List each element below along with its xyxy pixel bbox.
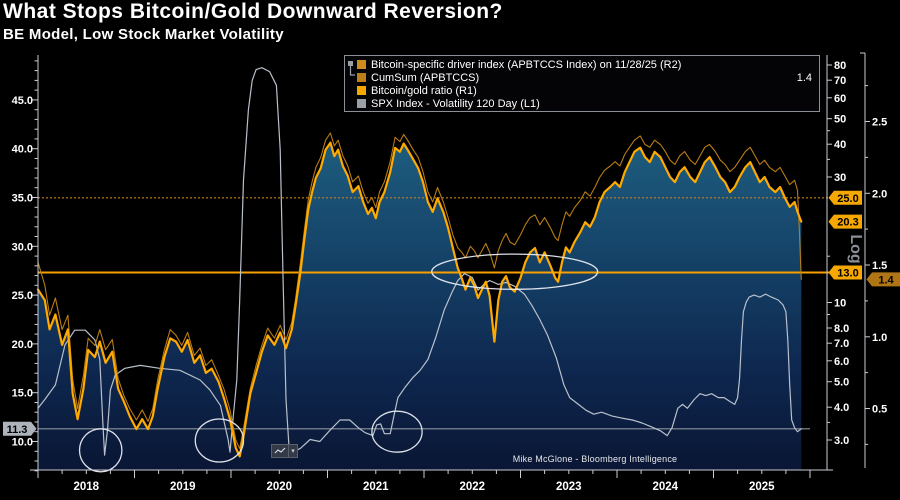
year-label: 2019	[170, 481, 196, 493]
r1-axis-label: 40	[834, 139, 846, 151]
legend-label: Bitcoin-specific driver index (APBTCCS I…	[371, 58, 682, 71]
series-line-r1	[36, 141, 803, 458]
badge-last-20.3-text: 20.3	[837, 217, 858, 229]
axis-value-badges: 25.0 13.0 11.3 20.3 1.4	[3, 190, 900, 436]
badge-l1-11.3	[3, 421, 37, 436]
chart-legend: Bitcoin-specific driver index (APBTCCS I…	[344, 55, 820, 112]
legend-label: CumSum (APBTCCS)	[371, 71, 480, 84]
year-label: 2022	[459, 481, 485, 493]
page-subtitle: BE Model, Low Stock Market Volatility	[3, 26, 284, 43]
r1-axis-label: 6.0	[834, 356, 849, 368]
legend-item-cumsum[interactable]: CumSum (APBTCCS) 1.4	[357, 71, 815, 84]
ratio-area-fill	[38, 142, 802, 470]
legend-swatch-driver-index	[357, 60, 366, 69]
left-axis-ticks: 45.0 40.0 35.0 30.0 25.0 20.0 15.0 10.0	[12, 60, 38, 472]
left-axis-label: 45.0	[12, 95, 33, 107]
year-label: 2023	[556, 481, 582, 493]
badge-last-1.4-text: 1.4	[878, 274, 894, 286]
badge-r1-13.0	[828, 265, 862, 280]
r2-axis-ticks: 2.5 2.0 1.5 1.0 0.5	[865, 85, 887, 445]
left-axis-label: 30.0	[12, 241, 33, 253]
year-label: 2025	[749, 481, 775, 493]
legend-item-btc-gold-ratio[interactable]: Bitcoin/gold ratio (R1)	[357, 84, 815, 97]
series-line-r2	[37, 132, 802, 450]
year-label: 2018	[73, 481, 99, 493]
legend-swatch-cumsum	[357, 73, 366, 82]
left-axis-label: 35.0	[12, 193, 33, 205]
chart-credit: Mike McGlone - Bloomberg Intelligence	[512, 454, 678, 464]
year-label: 2020	[266, 481, 292, 493]
series-line-l1	[37, 67, 802, 456]
r1-axis-label: 7.0	[834, 338, 849, 350]
r2-axis-label: 1.0	[872, 332, 887, 344]
r1-axis-label: 70	[834, 75, 846, 87]
left-axis-label: 20.0	[12, 339, 33, 351]
badge-last-1.4	[866, 272, 900, 287]
r2-axis-label: 0.5	[872, 404, 887, 416]
year-label: 2024	[652, 481, 678, 493]
chart-type-button[interactable]: ▾	[271, 444, 298, 458]
left-axis-label: 25.0	[12, 290, 33, 302]
badge-last-20.3	[828, 214, 862, 229]
caret-down-icon[interactable]: ▾	[291, 448, 295, 455]
badge-r1-25.0-text: 25.0	[837, 193, 858, 205]
r1-axis-label: 80	[834, 60, 846, 72]
r1-axis-ticks: 80 70 60 50 40 30 10 8.0 7.0 6.0 5.0 4.0 3.0	[827, 60, 849, 447]
legend-group-connector-icon	[348, 61, 355, 76]
badge-r1-13.0-text: 13.0	[837, 268, 858, 280]
annotation-ellipse-3	[371, 410, 423, 453]
r1-axis-label: 50	[834, 114, 846, 126]
r1-axis-label: 30	[834, 172, 846, 184]
legend-label: Bitcoin/gold ratio (R1)	[371, 84, 477, 97]
r2-axis-label: 1.5	[872, 260, 887, 272]
annotation-ellipse-1	[78, 428, 123, 473]
legend-last-value: 1.4	[796, 71, 812, 84]
r1-axis-label: 10	[834, 298, 846, 310]
page-title: What Stops Bitcoin/Gold Downward Reversi…	[3, 0, 503, 23]
legend-swatch-spx-volatility	[357, 99, 366, 108]
r2-axis-label: 2.5	[872, 117, 887, 129]
badge-r1-25.0	[828, 190, 862, 205]
legend-label: SPX Index - Volatility 120 Day (L1)	[371, 97, 540, 110]
annotation-ellipse-4	[431, 253, 599, 290]
left-axis-label: 40.0	[12, 144, 33, 156]
badge-l1-11.3-text: 11.3	[7, 424, 28, 436]
left-axis-label: 10.0	[12, 437, 33, 449]
legend-item-driver-index[interactable]: Bitcoin-specific driver index (APBTCCS I…	[357, 58, 815, 71]
x-axis-ticks: 2018 2019 2020 2021 2022 2023 2024 2025	[37, 470, 811, 493]
r1-axis-label: 60	[834, 93, 846, 105]
r1-axis-label: 3.0	[834, 435, 849, 447]
r2-axis-label: 2.0	[872, 188, 887, 200]
year-label: 2021	[363, 481, 389, 493]
legend-item-spx-volatility[interactable]: SPX Index - Volatility 120 Day (L1)	[357, 97, 815, 110]
r1-axis-label: 8.0	[834, 323, 849, 335]
annotation-ellipse-2	[194, 418, 245, 463]
r1-axis-label: 5.0	[834, 377, 849, 389]
r1-axis-label: 4.0	[834, 402, 849, 414]
left-axis-label: 15.0	[12, 388, 33, 400]
legend-swatch-btc-gold-ratio	[357, 86, 366, 95]
line-chart-icon[interactable]	[272, 445, 289, 457]
log-scale-label: Log	[847, 234, 864, 263]
